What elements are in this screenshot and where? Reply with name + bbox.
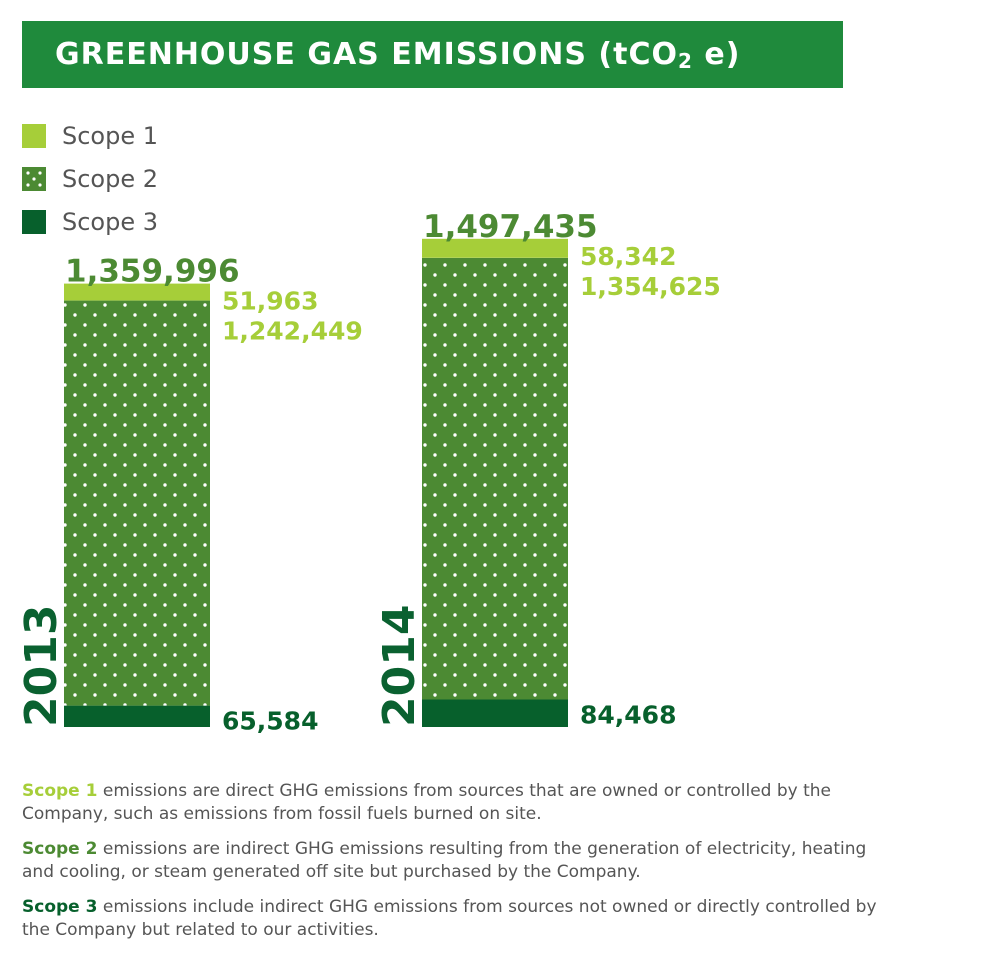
scope-notes: Scope 1 emissions are direct GHG emissio… [22, 780, 902, 954]
bar-scope1-2014 [422, 238, 568, 258]
legend-label: Scope 3 [62, 207, 159, 236]
note-term: Scope 2 [22, 839, 98, 859]
chart-title: GREENHOUSE GAS EMISSIONS (tCO2 e) [55, 37, 740, 73]
bar-scope3-2013 [64, 705, 210, 727]
legend-item-scope1: Scope 1 [22, 114, 158, 157]
value-label-scope3-2014: 84,468 [580, 700, 676, 729]
total-label-2013: 1,359,996 [65, 254, 240, 290]
bar-scope2-2014 [422, 257, 568, 700]
note-text: emissions include indirect GHG emissions… [22, 897, 877, 940]
note-text: emissions are direct GHG emissions from … [22, 781, 832, 824]
value-label-scope2-2013: 1,242,449 [222, 317, 363, 346]
note-scope2: Scope 2 emissions are indirect GHG emiss… [22, 838, 902, 884]
legend-label: Scope 2 [62, 164, 159, 193]
value-label-scope2-2014: 1,354,625 [580, 272, 721, 301]
note-term: Scope 1 [22, 781, 98, 801]
value-label-scope1-2013: 51,963 [222, 287, 318, 316]
title-main: GREENHOUSE GAS EMISSIONS (tCO [55, 36, 678, 72]
total-label-2014: 1,497,435 [423, 209, 598, 245]
legend-item-scope3: Scope 3 [22, 200, 158, 243]
title-end: e) [692, 36, 741, 72]
legend: Scope 1 Scope 2 Scope 3 [22, 114, 158, 243]
note-scope3: Scope 3 emissions include indirect GHG e… [22, 896, 902, 942]
year-label-2014: 2014 [374, 605, 425, 727]
legend-item-scope2: Scope 2 [22, 157, 158, 200]
bar-scope2-2013 [64, 300, 210, 706]
note-scope1: Scope 1 emissions are direct GHG emissio… [22, 780, 902, 826]
note-text: emissions are indirect GHG emissions res… [22, 839, 867, 882]
legend-swatch-scope3 [22, 209, 46, 234]
bar-scope3-2014 [422, 699, 568, 727]
title-subscript: 2 [678, 48, 693, 73]
note-term: Scope 3 [22, 897, 98, 917]
year-label-2013: 2013 [16, 605, 67, 727]
title-banner: GREENHOUSE GAS EMISSIONS (tCO2 e) [22, 21, 843, 88]
value-label-scope3-2013: 65,584 [222, 707, 318, 736]
legend-swatch-scope2 [22, 166, 46, 191]
value-label-scope1-2014: 58,342 [580, 242, 676, 271]
legend-label: Scope 1 [62, 121, 159, 150]
legend-swatch-scope1 [22, 123, 46, 148]
bar-scope1-2013 [64, 283, 210, 301]
